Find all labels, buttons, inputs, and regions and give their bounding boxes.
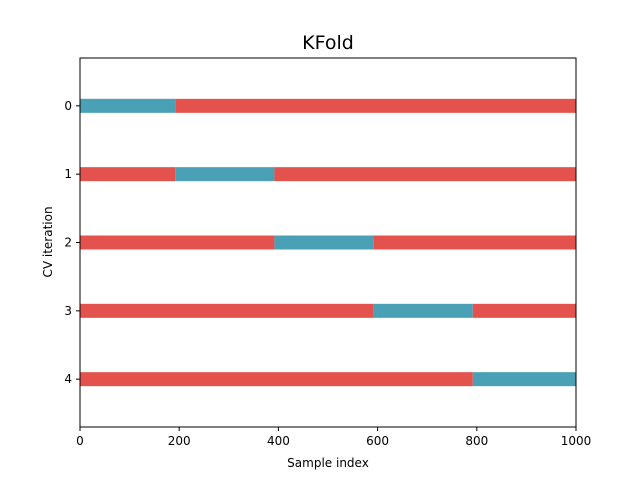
cv2-test-segment-1 (274, 235, 374, 250)
x-tick-label: 800 (465, 434, 488, 448)
chart-title: KFold (302, 32, 354, 54)
x-axis-ticks: 0 200 400 600 800 1000 (76, 427, 591, 448)
cv1-test-segment-1 (175, 167, 275, 182)
y-tick-label: 3 (64, 304, 72, 318)
cv2-train-segment-2 (373, 235, 576, 250)
x-tick-label: 400 (267, 434, 290, 448)
cv1-train-segment-0 (80, 167, 176, 182)
cv0-train-segment-1 (175, 98, 576, 113)
y-tick-label: 0 (64, 99, 72, 113)
x-tick-label: 600 (366, 434, 389, 448)
cv0-test-segment-0 (80, 98, 176, 113)
y-axis-ticks: 0 1 2 3 4 (64, 99, 80, 386)
cv2-train-segment-0 (80, 235, 275, 250)
cv3-train-segment-2 (472, 303, 576, 318)
cv1-train-segment-2 (274, 167, 576, 182)
y-tick-label: 1 (64, 167, 72, 181)
y-tick-label: 4 (64, 372, 72, 386)
x-tick-label: 0 (76, 434, 84, 448)
y-tick-label: 2 (64, 236, 72, 250)
cv4-test-segment-1 (472, 372, 576, 387)
x-axis-label: Sample index (287, 456, 369, 470)
cv3-train-segment-0 (80, 303, 374, 318)
x-tick-label: 1000 (561, 434, 592, 448)
bars-layer (80, 98, 576, 387)
y-axis-label: CV iteration (41, 206, 55, 277)
cv4-train-segment-0 (80, 372, 473, 387)
x-tick-label: 200 (168, 434, 191, 448)
cv3-test-segment-1 (373, 303, 473, 318)
